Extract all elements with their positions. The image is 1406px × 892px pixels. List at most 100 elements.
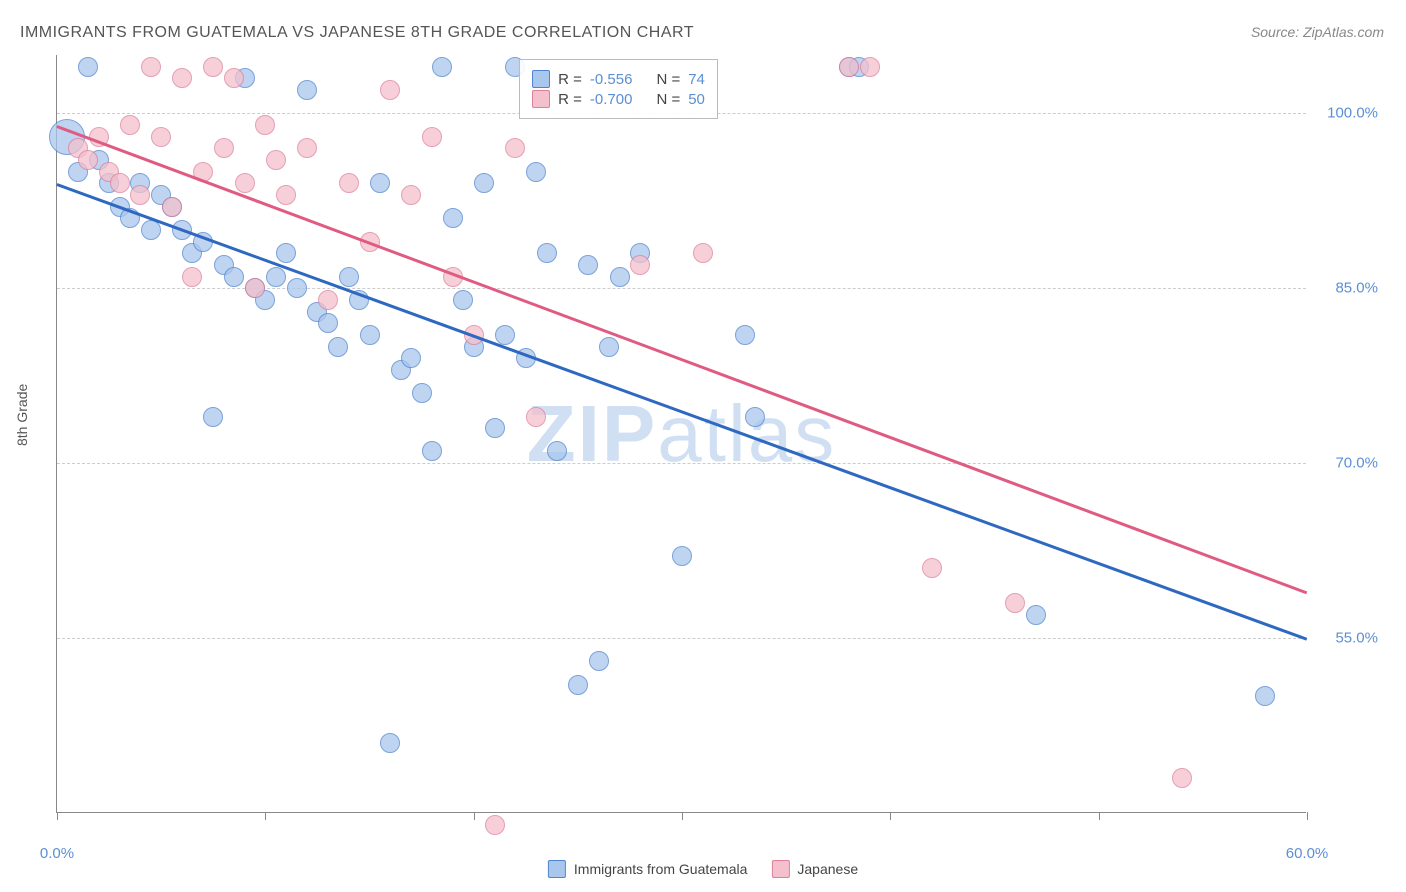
scatter-point-guatemala [287, 278, 307, 298]
scatter-point-guatemala [276, 243, 296, 263]
y-tick-label: 85.0% [1335, 280, 1378, 297]
scatter-point-japanese [214, 138, 234, 158]
legend-label: Immigrants from Guatemala [574, 861, 748, 877]
scatter-point-japanese [630, 255, 650, 275]
scatter-point-guatemala [745, 407, 765, 427]
correlation-legend: R =-0.556N =74R =-0.700N =50 [519, 59, 718, 119]
y-tick-label: 55.0% [1335, 630, 1378, 647]
scatter-point-japanese [182, 267, 202, 287]
scatter-point-japanese [839, 57, 859, 77]
scatter-point-japanese [235, 173, 255, 193]
scatter-point-guatemala [526, 162, 546, 182]
y-tick-label: 70.0% [1335, 455, 1378, 472]
r-label: R = [558, 71, 582, 88]
x-tick [1307, 812, 1308, 820]
scatter-point-japanese [526, 407, 546, 427]
legend-item-japanese: Japanese [771, 860, 858, 878]
scatter-point-japanese [339, 173, 359, 193]
chart-title: IMMIGRANTS FROM GUATEMALA VS JAPANESE 8T… [20, 24, 694, 42]
scatter-point-guatemala [1255, 686, 1275, 706]
scatter-point-guatemala [412, 383, 432, 403]
x-tick [682, 812, 683, 820]
scatter-point-japanese [151, 127, 171, 147]
scatter-point-guatemala [547, 441, 567, 461]
scatter-point-guatemala [568, 675, 588, 695]
r-value: -0.700 [590, 91, 633, 108]
scatter-point-guatemala [203, 407, 223, 427]
bottom-legend: Immigrants from Guatemala Japanese [548, 860, 858, 878]
scatter-point-japanese [266, 150, 286, 170]
legend-label: Japanese [797, 861, 858, 877]
scatter-point-guatemala [1026, 605, 1046, 625]
source-attribution: Source: ZipAtlas.com [1251, 24, 1384, 40]
scatter-point-guatemala [443, 208, 463, 228]
scatter-point-guatemala [328, 337, 348, 357]
scatter-point-japanese [380, 80, 400, 100]
scatter-point-guatemala [370, 173, 390, 193]
plot-area: ZIPatlas 55.0%70.0%85.0%100.0%0.0%60.0%R… [56, 55, 1306, 813]
n-label: N = [656, 91, 680, 108]
gridline [57, 638, 1306, 639]
scatter-point-guatemala [422, 441, 442, 461]
scatter-point-japanese [141, 57, 161, 77]
scatter-point-japanese [422, 127, 442, 147]
x-tick [57, 812, 58, 820]
n-value: 50 [688, 91, 705, 108]
scatter-point-japanese [693, 243, 713, 263]
legend-swatch [548, 860, 566, 878]
scatter-point-guatemala [537, 243, 557, 263]
scatter-point-japanese [162, 197, 182, 217]
correlation-legend-row: R =-0.556N =74 [532, 70, 705, 88]
scatter-point-japanese [1005, 593, 1025, 613]
scatter-point-guatemala [432, 57, 452, 77]
n-value: 74 [688, 71, 705, 88]
scatter-point-guatemala [578, 255, 598, 275]
scatter-point-japanese [78, 150, 98, 170]
scatter-point-guatemala [735, 325, 755, 345]
scatter-point-guatemala [297, 80, 317, 100]
x-tick [474, 812, 475, 820]
scatter-point-japanese [120, 115, 140, 135]
scatter-point-japanese [505, 138, 525, 158]
legend-item-guatemala: Immigrants from Guatemala [548, 860, 748, 878]
legend-swatch [771, 860, 789, 878]
legend-swatch [532, 90, 550, 108]
scatter-point-guatemala [474, 173, 494, 193]
scatter-point-guatemala [401, 348, 421, 368]
source-name: ZipAtlas.com [1303, 24, 1384, 40]
scatter-point-japanese [860, 57, 880, 77]
x-tick-label: 0.0% [40, 845, 74, 862]
scatter-point-japanese [276, 185, 296, 205]
scatter-point-guatemala [589, 651, 609, 671]
scatter-point-guatemala [78, 57, 98, 77]
trend-line-japanese [57, 125, 1308, 594]
y-tick-label: 100.0% [1327, 105, 1378, 122]
r-label: R = [558, 91, 582, 108]
scatter-point-japanese [255, 115, 275, 135]
scatter-point-japanese [130, 185, 150, 205]
scatter-point-japanese [922, 558, 942, 578]
x-tick [1099, 812, 1100, 820]
gridline [57, 463, 1306, 464]
scatter-point-guatemala [224, 267, 244, 287]
scatter-point-guatemala [266, 267, 286, 287]
scatter-point-japanese [110, 173, 130, 193]
scatter-point-guatemala [485, 418, 505, 438]
x-tick [890, 812, 891, 820]
trend-line-guatemala [57, 183, 1308, 640]
source-label: Source: [1251, 24, 1303, 40]
scatter-point-japanese [485, 815, 505, 835]
scatter-point-japanese [1172, 768, 1192, 788]
n-label: N = [656, 71, 680, 88]
scatter-point-guatemala [672, 546, 692, 566]
scatter-point-guatemala [318, 313, 338, 333]
scatter-point-guatemala [599, 337, 619, 357]
scatter-point-japanese [318, 290, 338, 310]
correlation-legend-row: R = -0.700 N = 50 [532, 90, 705, 108]
x-tick-label: 60.0% [1286, 845, 1329, 862]
scatter-point-guatemala [360, 325, 380, 345]
watermark-bold: ZIP [527, 389, 657, 478]
scatter-point-guatemala [495, 325, 515, 345]
scatter-point-japanese [203, 57, 223, 77]
y-axis-label: 8th Grade [14, 384, 30, 446]
